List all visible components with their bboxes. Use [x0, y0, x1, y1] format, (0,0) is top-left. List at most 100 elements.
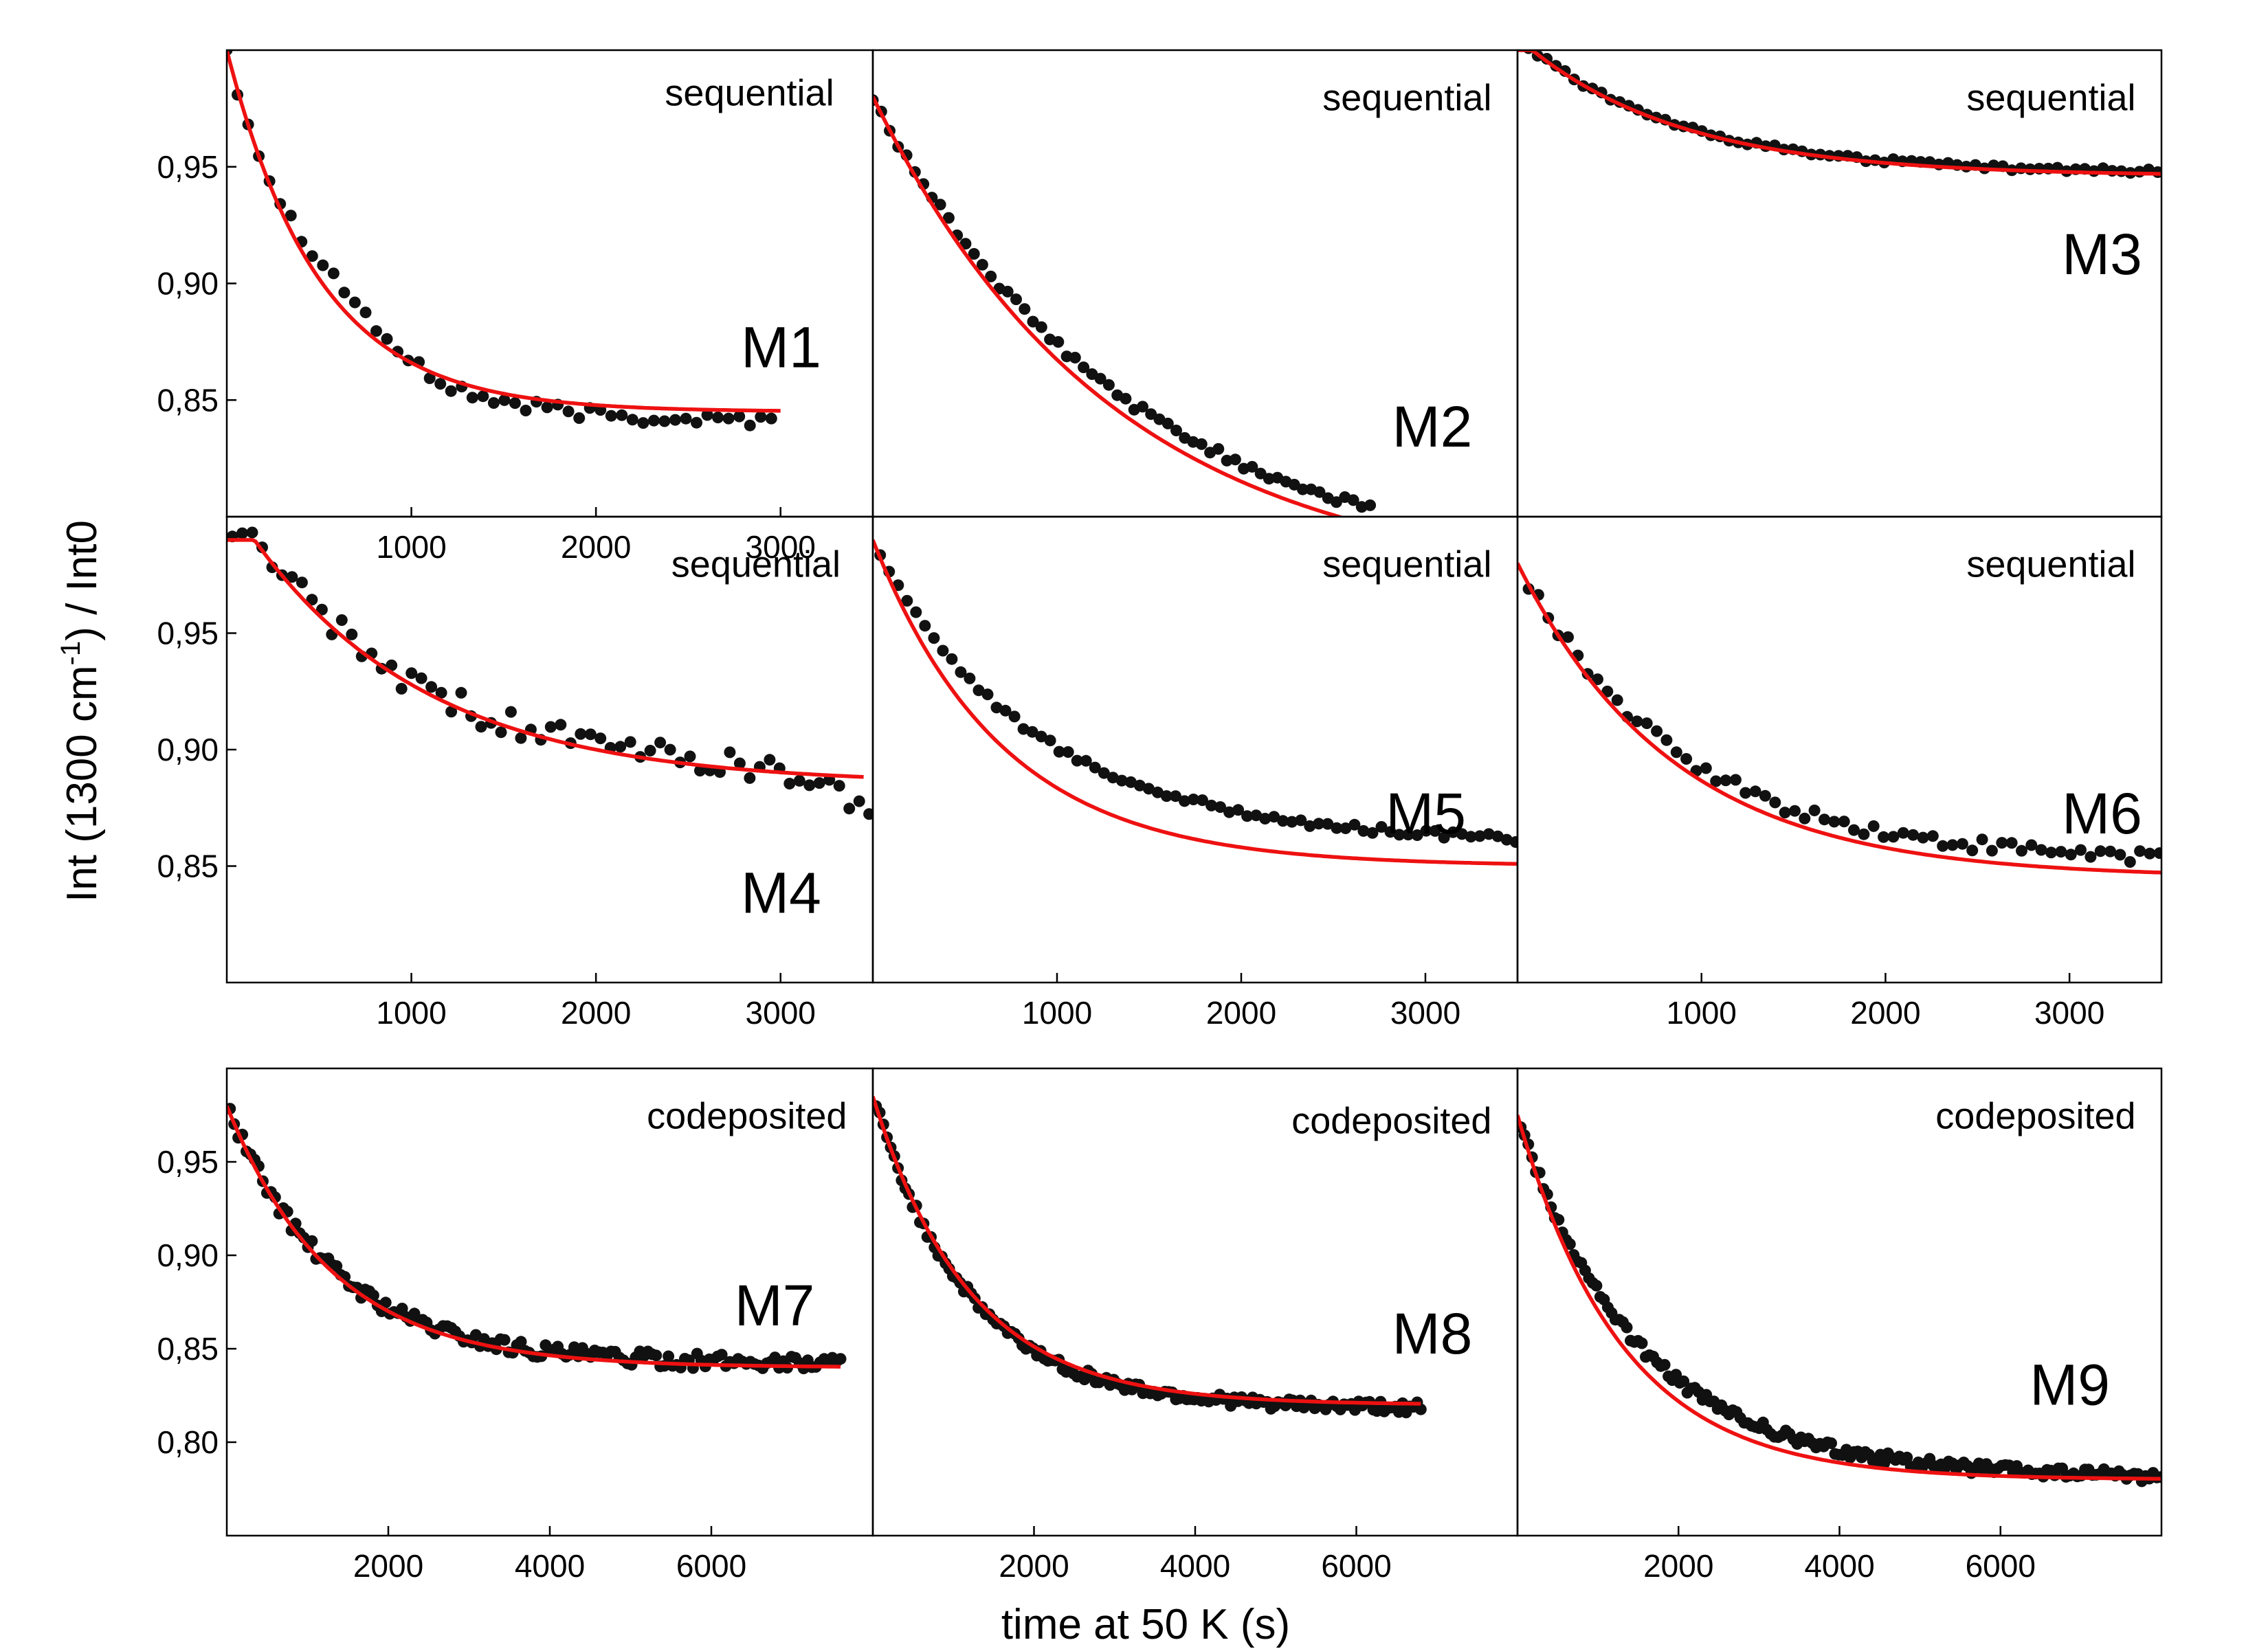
data-point — [1907, 829, 1920, 841]
data-point — [1678, 1375, 1690, 1387]
data-point — [2025, 839, 2038, 851]
data-point — [306, 594, 318, 606]
data-point — [477, 390, 489, 403]
panel-m5: 1000 2000 3000 M5 sequential — [871, 515, 1519, 1031]
data-point — [515, 1336, 527, 1348]
data-point — [1375, 821, 1388, 833]
data-point — [934, 199, 946, 211]
data-point — [1956, 838, 1968, 850]
data-point — [1500, 833, 1513, 846]
data-point — [680, 412, 692, 425]
data-point — [1254, 467, 1267, 480]
x-tick-label: 1000 — [1022, 995, 1092, 1031]
panel-m7: 2000 4000 6000 0,80 0,85 0,90 0,95 M7 codeposite… — [157, 1067, 874, 1584]
data-point — [1660, 734, 1673, 746]
data-point — [1170, 425, 1182, 436]
data-point — [1313, 486, 1326, 498]
data-point — [1858, 828, 1870, 840]
plot-frame — [1516, 515, 2163, 984]
data-point — [466, 392, 478, 404]
preparation-note: sequential — [1966, 543, 2135, 585]
x-tick-label: 4000 — [515, 1548, 585, 1584]
data-point — [1115, 774, 1128, 787]
data-point — [286, 571, 298, 583]
data-point — [1094, 372, 1107, 385]
data-point — [614, 741, 627, 753]
fit-curve — [1517, 1114, 2161, 1481]
x-tick-label: 2000 — [1850, 995, 1920, 1031]
data-point — [425, 681, 438, 693]
data-point — [1917, 831, 1929, 844]
data-point — [1263, 473, 1275, 485]
data-point — [1828, 816, 1841, 828]
data-point — [386, 659, 398, 671]
data-point — [370, 325, 382, 337]
data-point — [487, 397, 500, 409]
data-point — [306, 250, 318, 262]
data-point — [1133, 779, 1146, 792]
data-point — [1590, 1279, 1603, 1292]
data-point — [423, 372, 436, 384]
data-point — [1878, 831, 1890, 843]
data-point — [1937, 840, 1949, 852]
data-point — [1170, 790, 1181, 803]
data-point — [663, 1350, 675, 1362]
x-tick-label: 3000 — [1390, 995, 1460, 1031]
plot-area — [873, 1095, 1427, 1419]
data-point — [1160, 790, 1172, 803]
data-point — [813, 777, 825, 789]
data-point — [1976, 833, 1988, 846]
data-point — [2134, 845, 2146, 857]
data-point — [509, 397, 521, 410]
data-point — [445, 385, 457, 397]
data-point — [1142, 783, 1155, 795]
data-point — [1779, 807, 1791, 819]
data-point — [1384, 826, 1397, 838]
data-point — [1631, 715, 1643, 728]
data-point — [1700, 762, 1712, 774]
data-point — [694, 765, 706, 777]
plot-area — [1517, 50, 2161, 179]
data-point — [594, 732, 607, 745]
data-point — [1393, 829, 1405, 841]
data-point — [1151, 786, 1164, 798]
data-point — [863, 808, 873, 820]
data-point — [1339, 822, 1352, 834]
y-tick-label: 0,95 — [157, 149, 219, 185]
panel-m9: 2000 4000 6000 M9 codeposited — [1516, 1067, 2163, 1584]
data-point — [654, 737, 667, 749]
data-point — [1019, 303, 1031, 315]
data-point — [605, 410, 617, 422]
data-point — [515, 732, 527, 744]
data-point — [783, 778, 796, 789]
data-point — [1145, 408, 1157, 420]
data-point — [1601, 685, 1614, 697]
data-point — [1214, 801, 1227, 814]
data-point — [744, 419, 756, 431]
data-point — [1621, 1321, 1633, 1334]
plot-area — [227, 1103, 847, 1375]
data-point — [626, 414, 638, 426]
data-point — [733, 410, 746, 423]
data-point — [833, 780, 845, 792]
fit-curve — [1517, 50, 2161, 176]
data-point — [1465, 831, 1477, 843]
data-point — [942, 212, 955, 224]
data-point — [1322, 818, 1334, 830]
data-point — [1848, 824, 1860, 836]
preparation-note: codeposited — [1291, 1100, 1491, 1141]
data-point — [495, 726, 507, 739]
panel-m3: M3 sequential — [1516, 49, 2163, 518]
x-tick-label: 4000 — [1160, 1548, 1230, 1584]
data-point — [1259, 813, 1271, 824]
data-point — [1297, 483, 1309, 495]
data-point — [1010, 293, 1022, 306]
x-axis-title: time at 50 K (s) — [1001, 1601, 1290, 1648]
data-point — [1008, 710, 1021, 723]
data-point — [1188, 794, 1199, 805]
x-tick-label: 1000 — [376, 995, 446, 1031]
data-point — [2045, 846, 2057, 859]
panel-label: M7 — [735, 1273, 815, 1338]
data-point — [1035, 321, 1047, 333]
preparation-note: codeposited — [647, 1096, 847, 1137]
